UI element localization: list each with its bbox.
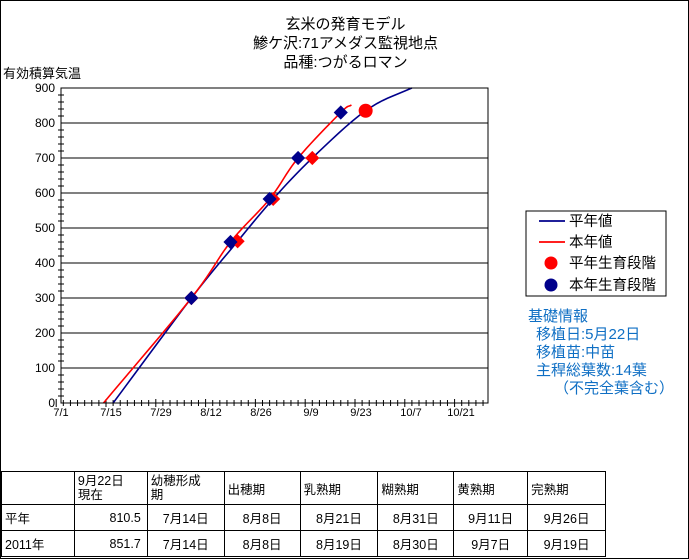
svg-text:移植日:5月22日: 移植日:5月22日 [536, 326, 640, 343]
svg-text:10/21: 10/21 [447, 407, 475, 419]
svg-text:7/1: 7/1 [53, 407, 68, 419]
svg-text:700: 700 [35, 151, 55, 165]
svg-text:800: 800 [35, 116, 55, 130]
svg-text:400: 400 [35, 256, 55, 270]
svg-text:本年生育段階: 本年生育段階 [569, 277, 656, 294]
svg-text:10/7: 10/7 [400, 407, 421, 419]
svg-text:平年値: 平年値 [569, 213, 613, 230]
svg-text:8/26: 8/26 [250, 407, 271, 419]
svg-text:900: 900 [35, 81, 55, 95]
svg-text:100: 100 [35, 361, 55, 375]
svg-text:7/15: 7/15 [100, 407, 121, 419]
svg-text:7/29: 7/29 [150, 407, 171, 419]
svg-text:基礎情報: 基礎情報 [528, 308, 588, 325]
svg-text:主稈総葉数:14葉: 主稈総葉数:14葉 [536, 362, 647, 379]
svg-text:8/12: 8/12 [200, 407, 221, 419]
svg-text:9/9: 9/9 [303, 407, 318, 419]
svg-text:平年生育段階: 平年生育段階 [569, 255, 656, 272]
svg-text:200: 200 [35, 326, 55, 340]
svg-text:本年値: 本年値 [569, 234, 613, 251]
svg-text:600: 600 [35, 186, 55, 200]
svg-text:9/23: 9/23 [350, 407, 371, 419]
svg-text:300: 300 [35, 291, 55, 305]
svg-text:移植苗:中苗: 移植苗:中苗 [536, 344, 615, 361]
svg-text:500: 500 [35, 221, 55, 235]
svg-text:（不完全葉含む）: （不完全葉含む） [554, 379, 674, 397]
